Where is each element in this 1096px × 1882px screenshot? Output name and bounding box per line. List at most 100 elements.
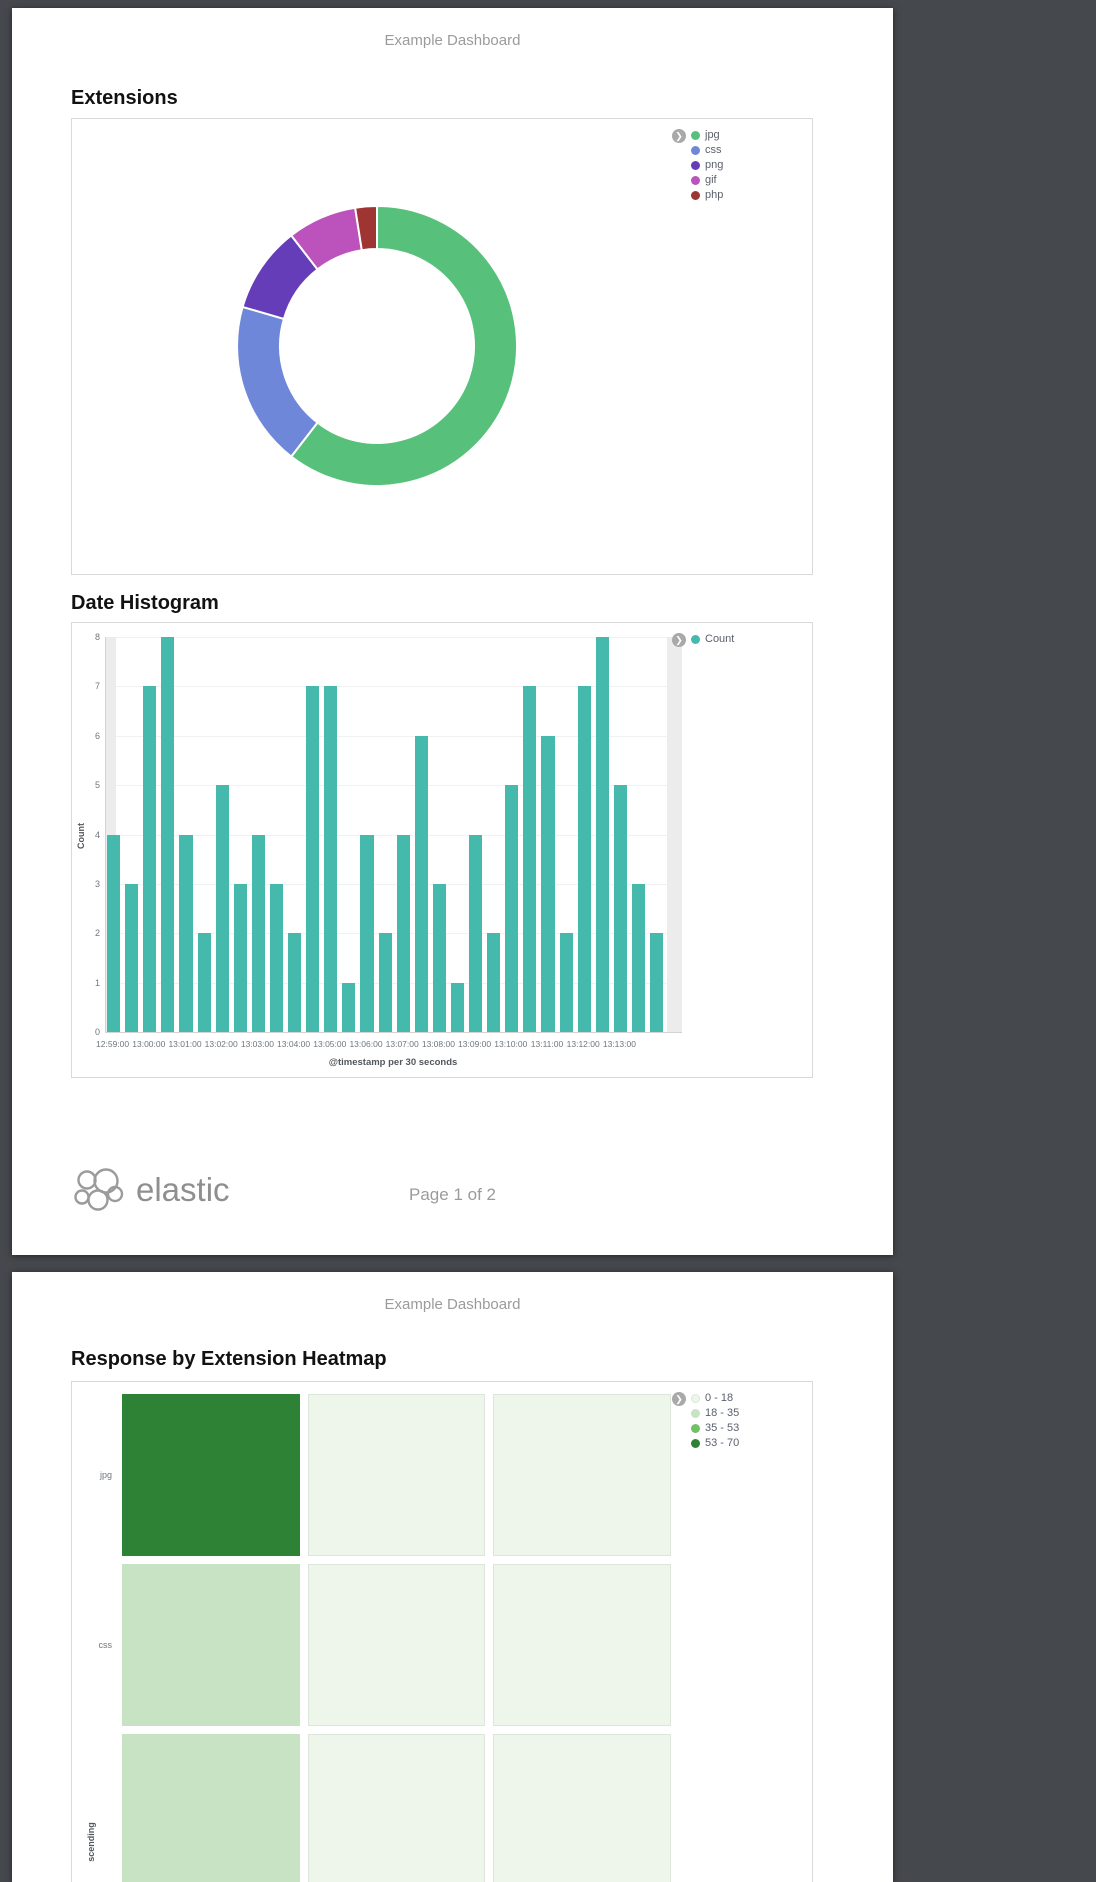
histogram-bar[interactable] [215,785,229,1032]
legend-toggle-icon[interactable]: ❯ [672,1392,686,1406]
histogram-bar[interactable] [487,933,501,1032]
x-tick-label: 13:13:00 [602,1039,636,1049]
histogram-bar[interactable] [360,834,374,1032]
x-tick-label: 13:11:00 [530,1039,564,1049]
legend-item-png[interactable]: png [691,159,723,171]
histogram-bar[interactable] [233,883,247,1032]
legend-label: 35 - 53 [705,1422,740,1434]
x-tick-label: 13:02:00 [204,1039,238,1049]
y-tick-label: 1 [94,977,100,988]
histogram-bar[interactable] [197,933,211,1032]
report-header-title: Example Dashboard [384,32,521,49]
histogram-bar[interactable] [650,933,664,1032]
legend-color-dot [691,145,700,155]
x-tick-label: 13:03:00 [240,1039,274,1049]
x-tick-label: 13:01:00 [168,1039,202,1049]
heatmap-cell[interactable] [122,1734,300,1882]
section-title-extensions: Extensions [71,87,178,109]
histogram-bar[interactable] [143,686,157,1032]
histogram-bar[interactable] [432,883,446,1032]
heatmap-cell[interactable] [122,1394,300,1556]
pie-chart-panel: ❯ jpg css png gif php [71,118,813,575]
histogram-bar[interactable] [613,785,627,1032]
histogram-bar[interactable] [469,834,483,1032]
histogram-bar[interactable] [161,637,175,1032]
heatmap-cell[interactable] [493,1564,671,1726]
legend-color-dot [691,1423,700,1433]
heatmap-row-label-jpg: jpg [99,1470,112,1480]
heatmap-cell[interactable] [493,1394,671,1556]
pie-slice-php[interactable] [353,204,378,252]
heatmap-cell[interactable] [307,1394,486,1556]
pie-slice-jpg[interactable] [289,204,519,487]
legend-toggle-icon[interactable]: ❯ [672,633,686,647]
legend-item-Count[interactable]: Count [691,633,734,645]
x-tick-label: 13:12:00 [566,1039,600,1049]
legend-color-dot [691,190,700,200]
gridline [106,982,682,984]
x-tick-label: 13:00:00 [132,1039,166,1049]
pie-slice-css[interactable] [236,305,319,459]
y-tick-label: 0 [94,1027,100,1037]
legend-label: 18 - 35 [705,1407,740,1419]
histogram-bar[interactable] [505,785,519,1032]
histogram-bar[interactable] [288,933,302,1032]
histogram-bar[interactable] [269,883,284,1032]
pie-legend: ❯ jpg css png gif php [672,129,723,201]
legend-toggle-icon[interactable]: ❯ [672,129,686,143]
report-page-1: Example Dashboard Extensions ❯ jpg css png g… [12,8,893,1255]
x-tick-label: 12:59:00 [96,1039,130,1049]
heatmap-row-label-css: css [98,1640,113,1650]
elastic-wordmark: elastic [136,1171,230,1208]
legend-item-gif[interactable]: gif [691,174,723,186]
heatmap-y-axis-title-fragment: scending [86,1822,96,1862]
legend-item-35-53[interactable]: 35 - 53 [691,1422,739,1434]
legend-item-css[interactable]: css [691,144,723,156]
histogram-bar[interactable] [631,883,646,1032]
histogram-bar[interactable] [251,834,265,1032]
report-header-title: Example Dashboard [384,1296,521,1313]
histogram-bar[interactable] [414,735,428,1032]
histogram-bar[interactable] [577,686,591,1032]
legend-item-jpg[interactable]: jpg [691,129,723,141]
gridline [106,933,682,935]
y-tick-label: 6 [94,730,100,741]
histogram-bar[interactable] [559,933,573,1032]
legend-item-php[interactable]: php [691,189,723,201]
x-tick-label: 13:04:00 [277,1039,311,1049]
histogram-bar[interactable] [107,834,121,1032]
legend-item-18-35[interactable]: 18 - 35 [691,1407,739,1419]
histogram-bar[interactable] [450,982,465,1032]
heatmap-cell[interactable] [122,1564,300,1726]
x-tick-label: 13:05:00 [313,1039,347,1049]
histogram-bar[interactable] [523,686,537,1032]
x-tick-label: 13:08:00 [421,1039,455,1049]
y-axis-ticks: 0 1 2 3 4 5 6 7 8 [72,632,100,1037]
legend-color-dot [691,160,700,170]
histogram-bar[interactable] [541,735,555,1032]
heatmap-cell[interactable] [307,1564,486,1726]
legend-label: png [705,159,724,171]
legend-item-0-18[interactable]: 0 - 18 [691,1392,739,1404]
legend-label: 53 - 70 [705,1437,740,1449]
extensions-donut-chart [236,204,519,487]
histogram-bar[interactable] [306,686,320,1032]
y-tick-label: 4 [94,829,100,840]
heatmap-cell[interactable] [307,1734,486,1882]
legend-color-dot [691,1438,700,1448]
histogram-bar[interactable] [378,933,392,1032]
histogram-bar[interactable] [342,982,356,1032]
legend-item-53-70[interactable]: 53 - 70 [691,1437,739,1449]
histogram-panel: Count 0 1 2 3 4 5 6 7 8 12:59:00 13:00:00 13:01:00… [71,622,813,1078]
histogram-bar[interactable] [125,883,139,1032]
histogram-bar[interactable] [179,834,193,1032]
histogram-bar[interactable] [595,637,609,1032]
gridline [106,785,682,787]
heatmap-panel: scending ❯ 0 - 18 18 - 35 35 - 53 53 - 70 jp… [71,1381,813,1882]
histogram-bar[interactable] [396,834,410,1032]
heatmap-cell[interactable] [493,1734,671,1882]
gridline [106,686,682,688]
legend-color-dot [691,634,700,644]
histogram-bar[interactable] [324,686,338,1032]
